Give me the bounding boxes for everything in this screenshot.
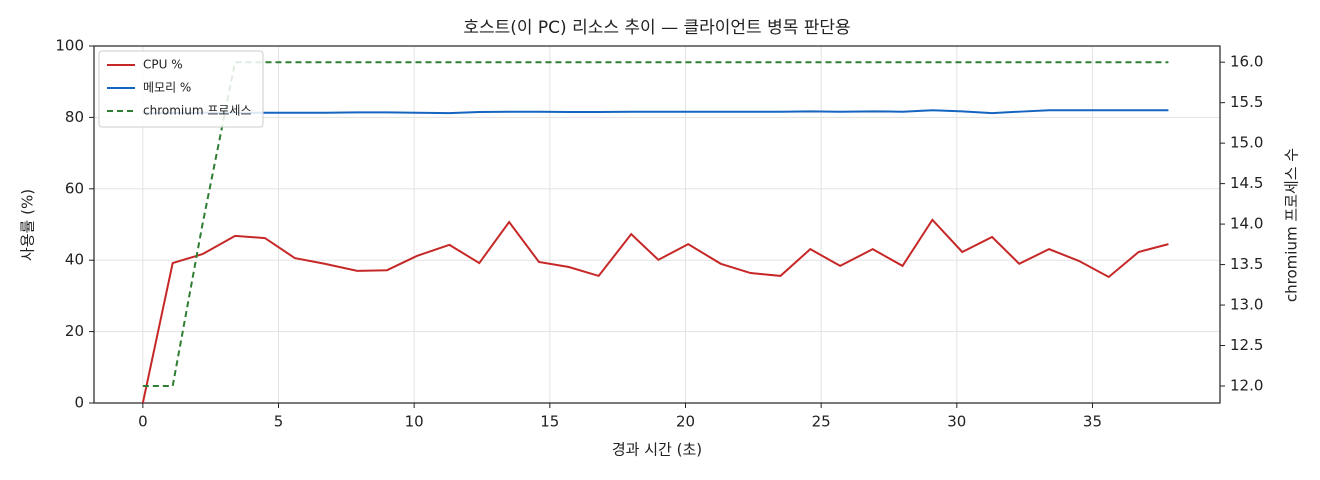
y2-tick-label: 12.0 <box>1230 377 1263 395</box>
y-tick-label: 20 <box>65 322 84 340</box>
x-tick-label: 35 <box>1083 413 1102 431</box>
y2-tick-label: 13.0 <box>1230 296 1263 314</box>
y2-tick-label: 15.0 <box>1230 134 1263 152</box>
x-tick-label: 10 <box>405 413 424 431</box>
x-tick-label: 25 <box>812 413 831 431</box>
y2-tick-label: 14.0 <box>1230 215 1263 233</box>
y2-tick-label: 15.5 <box>1230 93 1263 111</box>
y-tick-label: 40 <box>65 251 84 269</box>
y-tick-label: 80 <box>65 108 84 126</box>
data-line <box>141 218 1169 404</box>
legend-label: CPU % <box>143 58 183 72</box>
y2-tick-label: 14.5 <box>1230 174 1263 192</box>
y-tick-label: 0 <box>74 394 84 412</box>
y2-tick-label: 16.0 <box>1230 53 1263 71</box>
x-tick-label: 15 <box>540 413 559 431</box>
y2-axis-label: chromium 프로세스 수 <box>1283 148 1301 302</box>
y-tick-label: 60 <box>65 179 84 197</box>
y2-tick-label: 13.5 <box>1230 255 1263 273</box>
legend-label: chromium 프로세스 <box>143 104 252 118</box>
data-line <box>142 109 1169 115</box>
legend-label: 메모리 % <box>143 81 191 95</box>
x-tick-label: 20 <box>676 413 695 431</box>
plot-frame <box>93 45 1221 404</box>
x-axis-label: 경과 시간 (초) <box>612 441 702 459</box>
x-tick-label: 5 <box>274 413 284 431</box>
chart-title: 호스트(이 PC) 리소스 추이 — 클라이언트 병목 판단용 <box>463 18 850 38</box>
x-tick-label: 30 <box>947 413 966 431</box>
x-tick-label: 0 <box>138 413 148 431</box>
y-tick-label: 100 <box>55 37 84 55</box>
data-line <box>142 61 1169 387</box>
legend-box <box>98 50 264 128</box>
y-axis-label: 사용률 (%) <box>19 189 37 261</box>
y2-tick-label: 12.5 <box>1230 336 1263 354</box>
